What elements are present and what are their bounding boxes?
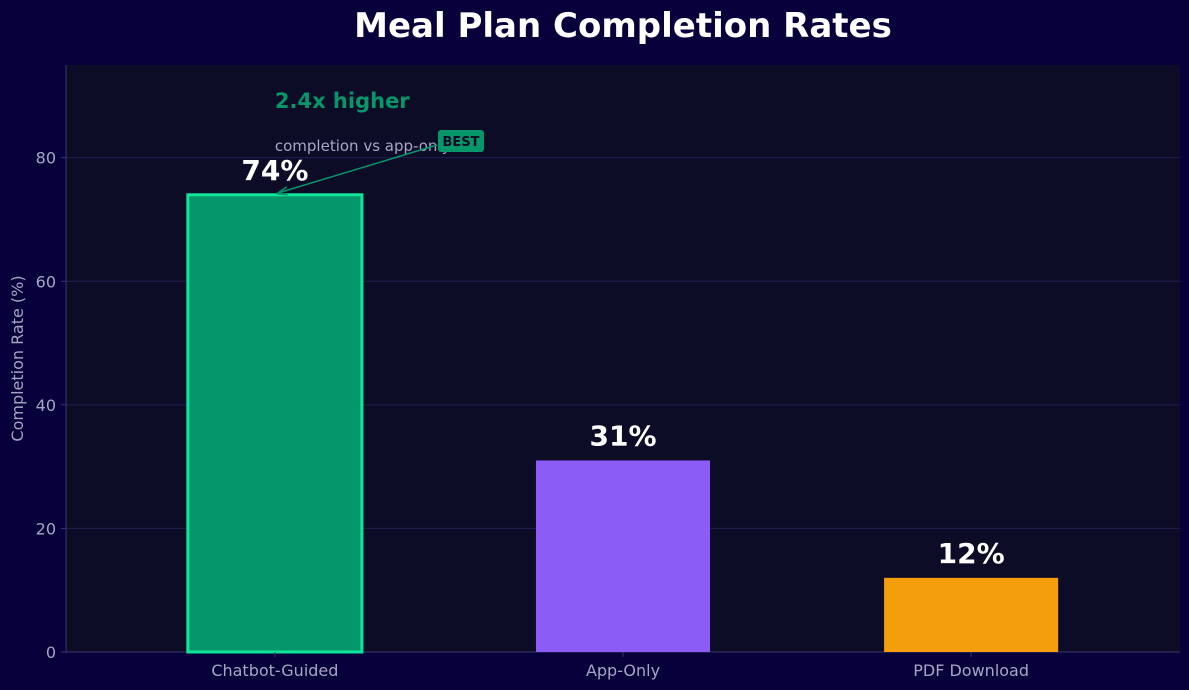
annotation-arrowhead bbox=[276, 186, 288, 196]
y-tick-label: 0 bbox=[46, 643, 56, 662]
annotation-arrow bbox=[278, 144, 438, 194]
value-label: 31% bbox=[589, 419, 656, 452]
y-tick-label: 40 bbox=[36, 396, 56, 415]
y-tick-label: 20 bbox=[36, 519, 56, 538]
x-tick-labels: Chatbot-Guided App-Only PDF Download bbox=[211, 652, 1029, 680]
x-tick-label: Chatbot-Guided bbox=[211, 661, 338, 680]
y-tick-label: 60 bbox=[36, 272, 56, 291]
value-label: 12% bbox=[938, 537, 1005, 570]
value-label: 74% bbox=[241, 154, 308, 187]
bar-pdf-download bbox=[884, 577, 1059, 652]
chart-title: Meal Plan Completion Rates bbox=[354, 6, 892, 46]
y-tick-label: 80 bbox=[36, 149, 56, 168]
x-tick-label: PDF Download bbox=[913, 661, 1029, 680]
annotation-headline: 2.4x higher bbox=[275, 89, 410, 113]
bar-app-only bbox=[535, 460, 711, 652]
bars bbox=[186, 193, 1059, 654]
annotation-subtext: completion vs app-only bbox=[275, 137, 451, 155]
y-axis-label: Completion Rate (%) bbox=[8, 275, 27, 441]
best-badge bbox=[438, 130, 484, 152]
value-labels: 74% 31% 12% bbox=[241, 154, 1004, 570]
best-badge-label: BEST bbox=[442, 135, 479, 150]
y-tick-labels: 0 20 40 60 80 bbox=[36, 149, 66, 662]
x-tick-label: App-Only bbox=[586, 661, 660, 680]
bar-chatbot-guided bbox=[186, 193, 364, 654]
